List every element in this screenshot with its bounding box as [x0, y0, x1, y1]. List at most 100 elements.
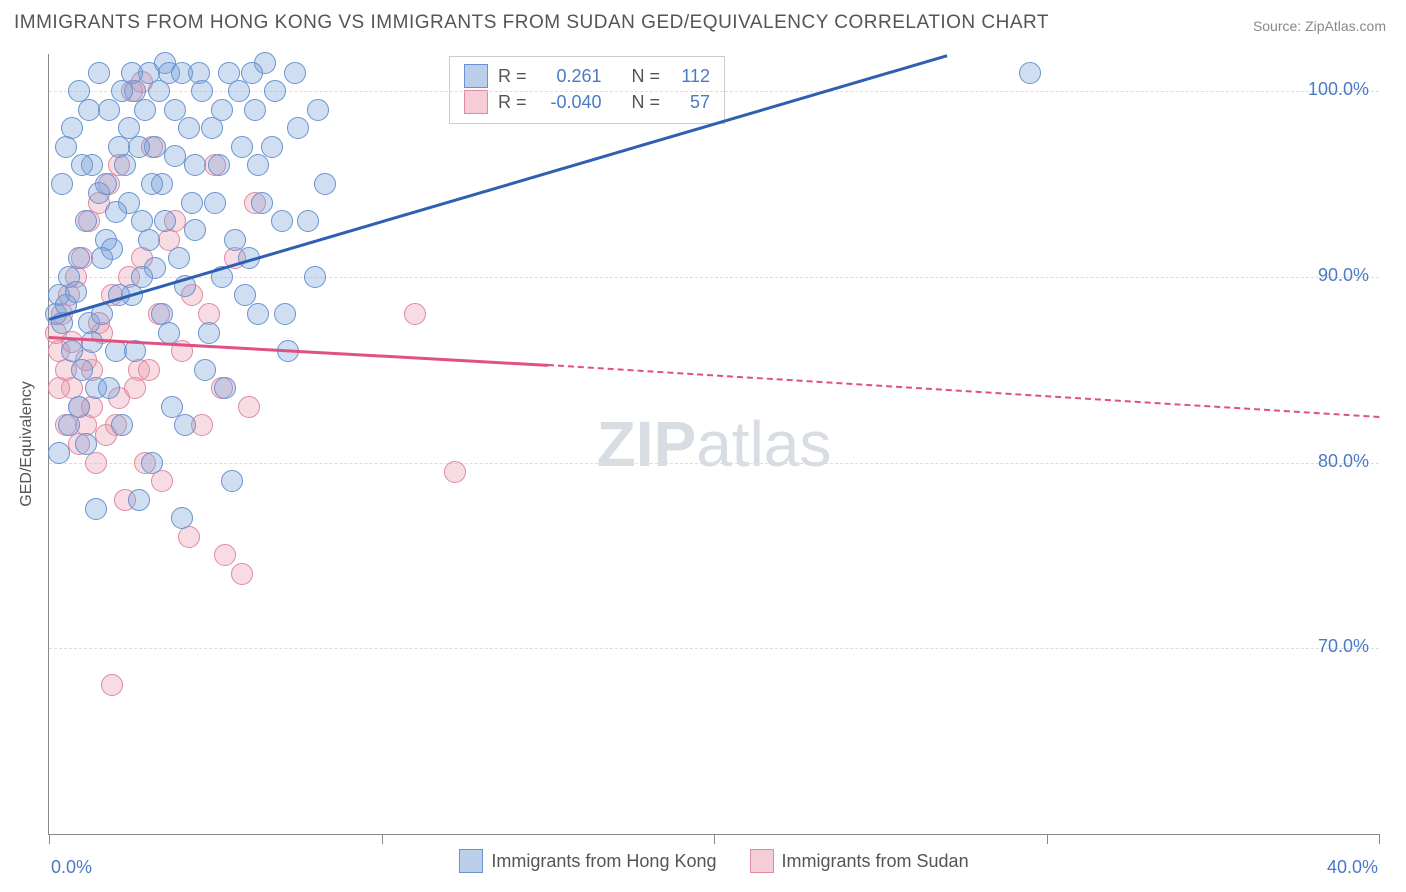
legend-swatch-hk — [464, 64, 488, 88]
n-label-sd: N = — [632, 89, 661, 115]
n-value-sd: 57 — [670, 89, 710, 115]
scatter-point-hk — [171, 62, 193, 84]
n-label-hk: N = — [632, 63, 661, 89]
r-label-hk: R = — [498, 63, 527, 89]
scatter-point-hk — [304, 266, 326, 288]
scatter-point-hk — [85, 498, 107, 520]
scatter-point-hk — [164, 145, 186, 167]
x-tick — [1379, 834, 1380, 844]
scatter-point-hk — [105, 340, 127, 362]
scatter-point-hk — [111, 80, 133, 102]
scatter-point-hk — [128, 136, 150, 158]
correlation-legend: R = 0.261 N = 112 R = -0.040 N = 57 — [449, 56, 725, 124]
scatter-point-hk — [68, 247, 90, 269]
watermark-bold: ZIP — [597, 408, 697, 480]
scatter-point-sd — [214, 544, 236, 566]
scatter-point-hk — [247, 303, 269, 325]
scatter-point-hk — [128, 489, 150, 511]
scatter-point-hk — [204, 192, 226, 214]
grid-line — [49, 648, 1379, 649]
scatter-point-hk — [184, 219, 206, 241]
scatter-point-hk — [138, 229, 160, 251]
scatter-point-sd — [238, 396, 260, 418]
scatter-point-hk — [221, 470, 243, 492]
scatter-point-hk — [91, 247, 113, 269]
scatter-point-sd — [48, 377, 70, 399]
scatter-point-hk — [261, 136, 283, 158]
series-label-hk: Immigrants from Hong Kong — [491, 851, 716, 872]
scatter-point-hk — [247, 154, 269, 176]
source-attribution: Source: ZipAtlas.com — [1253, 18, 1386, 34]
scatter-point-hk — [234, 284, 256, 306]
scatter-point-hk — [198, 322, 220, 344]
scatter-point-hk — [98, 99, 120, 121]
scatter-point-hk — [171, 507, 193, 529]
legend-swatch-icon — [459, 849, 483, 873]
y-tick-label: 80.0% — [1289, 451, 1369, 472]
scatter-point-hk — [105, 201, 127, 223]
y-tick-label: 100.0% — [1289, 79, 1369, 100]
scatter-point-sd — [124, 377, 146, 399]
scatter-point-sd — [231, 563, 253, 585]
scatter-point-hk — [314, 173, 336, 195]
scatter-point-hk — [134, 99, 156, 121]
y-axis-title: GED/Equivalency — [18, 381, 36, 506]
bottom-legend-sd: Immigrants from Sudan — [750, 849, 969, 873]
scatter-point-hk — [148, 80, 170, 102]
scatter-point-hk — [241, 62, 263, 84]
scatter-point-hk — [284, 62, 306, 84]
trend-line — [548, 364, 1379, 418]
scatter-point-hk — [208, 154, 230, 176]
scatter-point-hk — [141, 452, 163, 474]
scatter-point-hk — [244, 99, 266, 121]
scatter-point-hk — [68, 396, 90, 418]
scatter-point-hk — [178, 117, 200, 139]
grid-line — [49, 277, 1379, 278]
scatter-point-hk — [264, 80, 286, 102]
scatter-point-hk — [114, 154, 136, 176]
scatter-point-hk — [71, 154, 93, 176]
scatter-point-sd — [138, 359, 160, 381]
scatter-point-hk — [61, 117, 83, 139]
r-value-sd: -0.040 — [537, 89, 602, 115]
scatter-point-hk — [307, 99, 329, 121]
scatter-point-hk — [88, 62, 110, 84]
scatter-point-hk — [65, 281, 87, 303]
y-tick-label: 70.0% — [1289, 636, 1369, 657]
watermark: ZIPatlas — [597, 407, 832, 481]
scatter-point-hk — [228, 80, 250, 102]
scatter-point-hk — [111, 414, 133, 436]
scatter-point-hk — [75, 433, 97, 455]
y-tick-label: 90.0% — [1289, 265, 1369, 286]
scatter-point-hk — [1019, 62, 1041, 84]
legend-row-sd: R = -0.040 N = 57 — [464, 89, 710, 115]
r-label-sd: R = — [498, 89, 527, 115]
watermark-light: atlas — [696, 408, 831, 480]
scatter-point-sd — [404, 303, 426, 325]
scatter-point-hk — [75, 210, 97, 232]
scatter-point-hk — [271, 210, 293, 232]
scatter-point-hk — [131, 266, 153, 288]
scatter-point-hk — [274, 303, 296, 325]
scatter-point-hk — [231, 136, 253, 158]
scatter-point-hk — [194, 359, 216, 381]
x-tick — [382, 834, 383, 844]
scatter-point-hk — [168, 247, 190, 269]
scatter-point-hk — [174, 414, 196, 436]
x-tick-label: 0.0% — [51, 857, 92, 878]
x-tick — [714, 834, 715, 844]
scatter-point-hk — [287, 117, 309, 139]
legend-row-hk: R = 0.261 N = 112 — [464, 63, 710, 89]
scatter-point-hk — [191, 80, 213, 102]
x-tick — [1047, 834, 1048, 844]
scatter-point-hk — [184, 154, 206, 176]
scatter-point-hk — [78, 99, 100, 121]
scatter-point-hk — [224, 229, 246, 251]
legend-swatch-sd — [464, 90, 488, 114]
legend-swatch-icon — [750, 849, 774, 873]
scatter-point-sd — [444, 461, 466, 483]
scatter-point-hk — [98, 377, 120, 399]
scatter-point-hk — [154, 210, 176, 232]
scatter-point-hk — [95, 173, 117, 195]
scatter-point-hk — [214, 377, 236, 399]
